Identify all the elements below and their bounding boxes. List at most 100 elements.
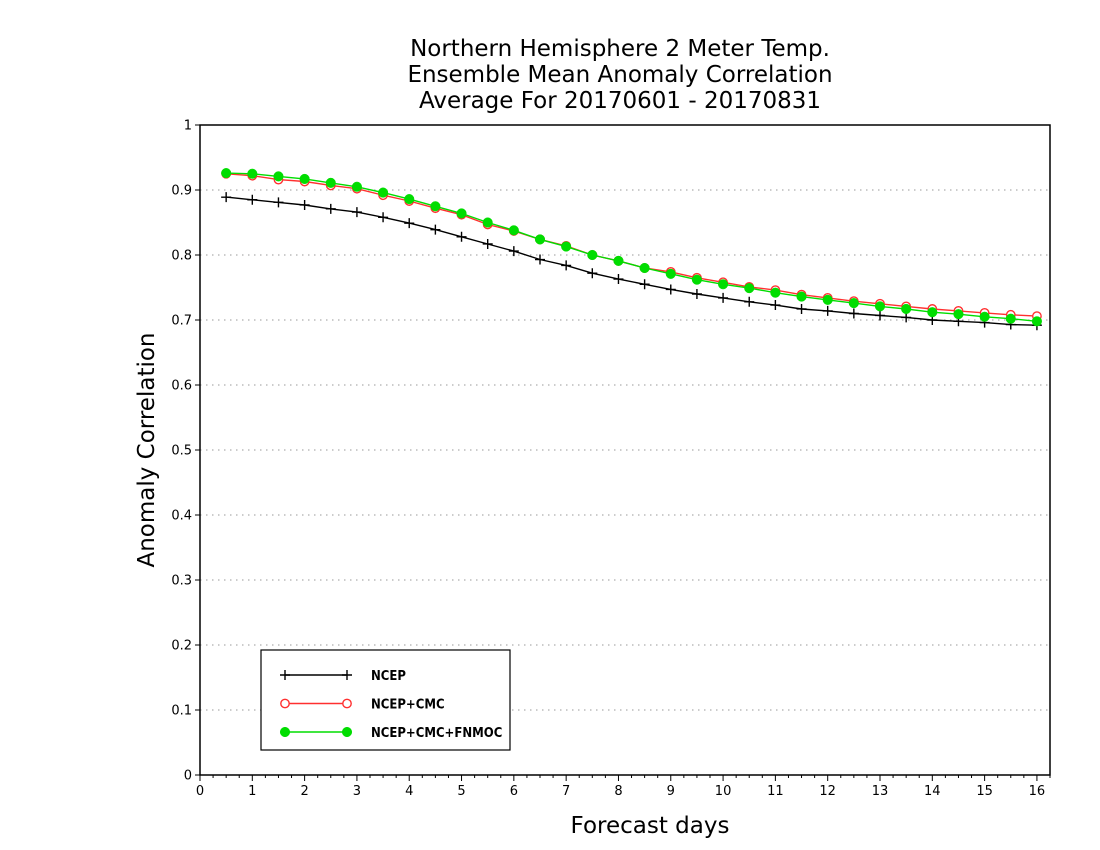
legend-item-ncep-cmc-fnmoc: NCEP+CMC+FNMOC: [279, 726, 502, 741]
series-group: [221, 168, 1042, 331]
x-tick-label: 14: [924, 784, 941, 799]
x-tick-label: 4: [405, 784, 413, 799]
legend-marker-ncep-cmc: [280, 698, 290, 709]
data-point-ncep-cmc-fnmoc: [874, 301, 886, 312]
data-point-ncep-cmc-fnmoc: [482, 217, 493, 228]
data-point-ncep: [221, 192, 232, 203]
data-point-ncep: [639, 279, 650, 290]
chart-title-line-3: Average For 20170601 - 20170831: [418, 88, 822, 114]
data-point-ncep-cmc-fnmoc: [273, 171, 284, 182]
data-point-ncep-cmc-fnmoc: [665, 268, 676, 279]
data-point-ncep: [535, 254, 545, 265]
data-point-ncep: [430, 224, 441, 235]
legend-marker-ncep: [342, 670, 352, 680]
gridlines: [200, 189, 1050, 711]
data-point-ncep: [718, 292, 729, 303]
y-tick-label: 0.8: [171, 249, 192, 264]
data-point-ncep-cmc-fnmoc: [796, 291, 807, 302]
x-axis-ticks: 0 1 2 3 4 5 6 7 8 9 10 11 12 13 14 15 16: [196, 775, 1051, 799]
data-point-ncep-cmc-fnmoc: [1031, 316, 1042, 327]
y-axis-title: Anomaly Correlation: [134, 332, 160, 567]
data-point-ncep-cmc-fnmoc: [744, 283, 755, 294]
data-point-ncep-cmc-fnmoc: [639, 262, 650, 274]
x-tick-label: 1: [248, 784, 256, 799]
y-tick-label: 1: [184, 119, 192, 134]
data-point-ncep: [796, 303, 807, 314]
data-point-ncep-cmc-fnmoc: [325, 177, 336, 188]
data-point-ncep: [822, 305, 833, 316]
data-point-ncep: [613, 274, 624, 285]
data-point-ncep: [351, 207, 362, 218]
data-point-ncep: [482, 238, 493, 249]
data-point-ncep-cmc-fnmoc: [613, 255, 624, 266]
data-point-ncep-cmc-fnmoc: [953, 309, 964, 320]
y-tick-label: 0.3: [171, 574, 192, 589]
data-point-ncep-cmc-fnmoc: [430, 201, 441, 212]
y-tick-label: 0: [184, 769, 192, 784]
series-ncep: [221, 192, 1042, 331]
y-tick-label: 0.2: [171, 639, 192, 654]
data-point-ncep: [273, 197, 284, 208]
legend-item-ncep: NCEP: [280, 669, 406, 684]
x-tick-label: 2: [300, 784, 308, 799]
data-point-ncep: [691, 289, 702, 299]
data-point-ncep: [587, 268, 598, 279]
legend-box: [260, 649, 511, 751]
data-point-ncep-cmc-fnmoc: [691, 274, 702, 285]
data-point-ncep: [848, 308, 859, 319]
x-tick-label: 10: [715, 784, 732, 799]
data-point-ncep-cmc-fnmoc: [927, 307, 938, 318]
series-ncep-cmc: [221, 168, 1042, 321]
legend-label-ncep-cmc-fnmoc: NCEP+CMC+FNMOC: [371, 726, 502, 741]
data-point-ncep: [770, 300, 781, 311]
series-ncep-cmc-fnmoc: [221, 168, 1042, 327]
x-tick-label: 15: [976, 784, 993, 799]
legend-marker-ncep-cmc: [342, 698, 352, 709]
x-tick-label: 12: [819, 784, 836, 799]
data-point-ncep: [901, 312, 912, 323]
data-point-ncep: [404, 218, 415, 229]
data-point-ncep: [875, 310, 885, 321]
series-line-ncep-cmc-fnmoc: [226, 172, 1037, 322]
data-point-ncep: [325, 203, 336, 214]
y-tick-label: 0.4: [171, 509, 192, 524]
x-tick-label: 9: [667, 784, 675, 799]
legend-label-ncep-cmc: NCEP+CMC: [371, 698, 445, 713]
x-tick-label: 13: [872, 784, 889, 799]
data-point-ncep: [665, 284, 676, 295]
chart-title-line-1: Northern Hemisphere 2 Meter Temp.: [410, 36, 830, 62]
data-point-ncep-cmc-fnmoc: [770, 287, 781, 298]
data-point-ncep: [744, 296, 755, 307]
data-point-ncep-cmc-fnmoc: [351, 181, 362, 192]
x-tick-label: 8: [614, 784, 622, 799]
legend-label-ncep: NCEP: [371, 669, 406, 684]
data-point-ncep: [456, 231, 467, 242]
y-tick-label: 0.6: [171, 379, 192, 394]
data-point-ncep: [508, 246, 519, 257]
data-point-ncep: [247, 194, 258, 205]
data-point-ncep-cmc-fnmoc: [456, 208, 467, 219]
legend-marker-ncep: [280, 670, 290, 680]
x-tick-label: 7: [562, 784, 570, 799]
x-axis-title: Forecast days: [571, 813, 730, 839]
legend-marker-ncep-cmc-fnmoc: [341, 726, 353, 738]
x-tick-label: 5: [457, 784, 465, 799]
data-point-ncep-cmc-fnmoc: [561, 241, 572, 252]
x-tick-label: 0: [196, 784, 204, 799]
data-point-ncep-cmc-fnmoc: [901, 303, 912, 315]
data-point-ncep-cmc-fnmoc: [221, 168, 232, 179]
data-point-ncep-cmc-fnmoc: [979, 311, 990, 322]
legend-marker-ncep-cmc-fnmoc: [279, 726, 291, 738]
legend: NCEP NCEP+CMC NCEP+CMC+FNMOC: [260, 649, 511, 751]
chart-title: Northern Hemisphere 2 Meter Temp. Ensemb…: [300, 36, 940, 114]
data-point-ncep: [299, 199, 310, 210]
chart-title-line-2: Ensemble Mean Anomaly Correlation: [407, 62, 833, 88]
x-tick-label: 3: [353, 784, 361, 799]
series-line-ncep: [226, 196, 1037, 326]
data-point-ncep-cmc-fnmoc: [404, 194, 415, 205]
series-line-ncep-cmc: [226, 173, 1037, 317]
legend-item-ncep-cmc: NCEP+CMC: [280, 698, 445, 713]
data-point-ncep-cmc-fnmoc: [378, 187, 389, 198]
data-point-ncep-cmc-fnmoc: [848, 298, 859, 309]
